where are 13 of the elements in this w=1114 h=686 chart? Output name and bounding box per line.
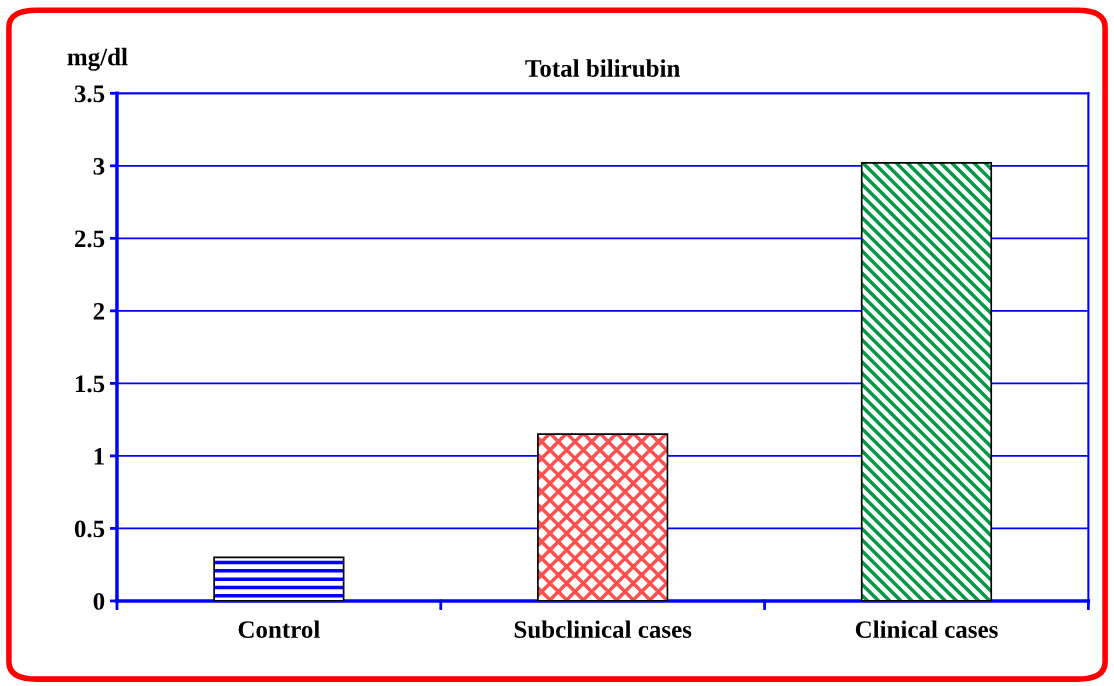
y-tick-label: 0 [93,592,105,610]
y-tick-label: 1 [94,448,104,465]
y-tick-label: 3 [93,157,105,175]
y-tick-label: 1.5 [75,375,105,393]
y-tick-label: 3.5 [74,85,105,103]
x-tick-label: Clinical cases [855,620,998,638]
y-tick-label: 0.5 [74,520,105,538]
y-axis-title: mg/dl [67,47,128,71]
x-tick-label: Control [238,620,320,638]
y-tick-label: 2.5 [74,230,105,248]
x-tick-label: Subclinical cases [514,620,692,639]
y-tick-label: 2 [93,302,105,320]
chart-title: Total bilirubin [525,59,681,77]
